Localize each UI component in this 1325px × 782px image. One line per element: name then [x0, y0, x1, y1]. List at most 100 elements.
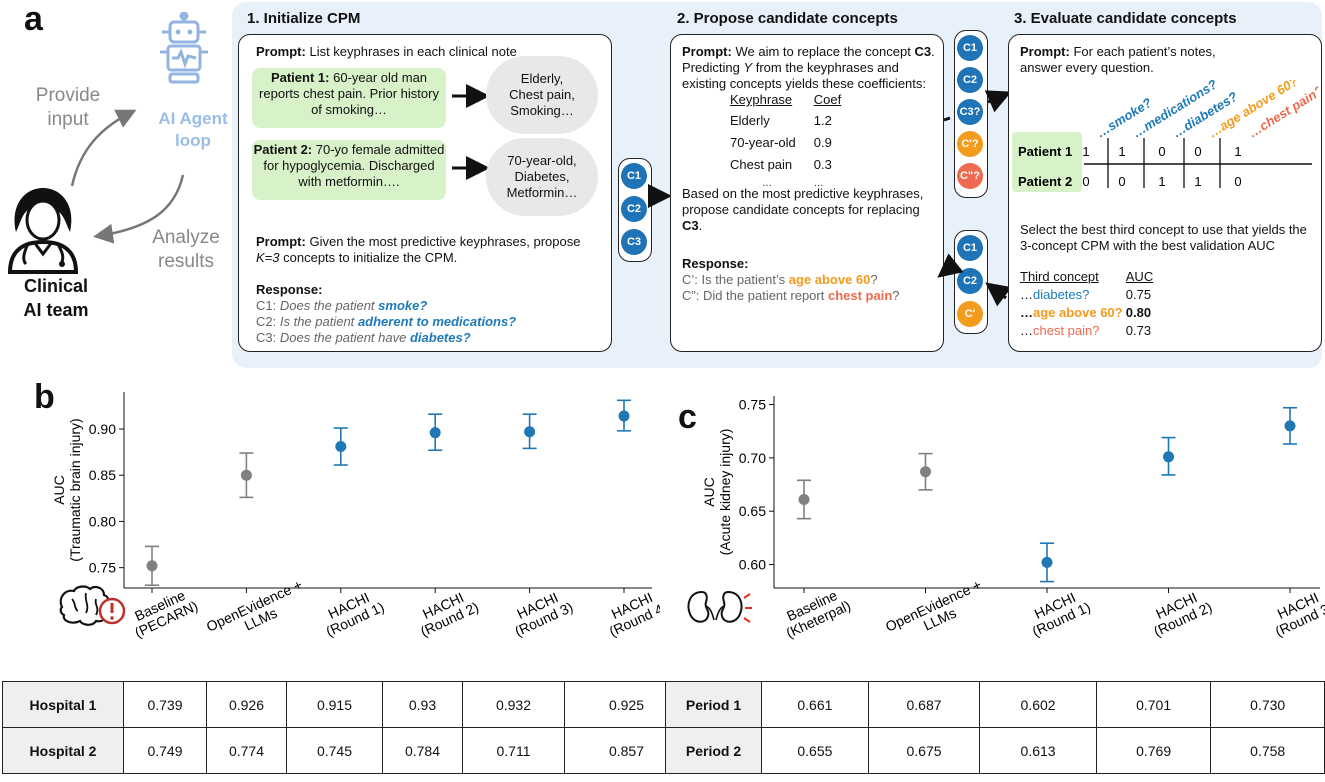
y-axis-label-line: AUC: [701, 477, 717, 507]
step3-title: 3. Evaluate candidate concepts: [1014, 10, 1237, 27]
data-point: [798, 493, 810, 505]
matrix-row-label: Patient 1: [1018, 144, 1072, 159]
panel-c-label: c: [678, 398, 697, 436]
x-tick-label: Baseline(PECARN): [132, 587, 200, 641]
response-c2: C2: Is the patient adherent to medicatio…: [256, 314, 517, 329]
matrix-cell: 0: [1082, 174, 1089, 189]
analyze-results-arrow: [93, 174, 185, 244]
chip-c3q: C3?: [957, 99, 983, 125]
data-point: [618, 410, 630, 422]
chip-c2: C2: [621, 196, 647, 222]
matrix-cell: 0: [1118, 174, 1125, 189]
matrix-cell: 1: [1082, 144, 1089, 159]
brain-warning-icon: [59, 585, 126, 626]
step3-select-text: Select the best third concept to use tha…: [1020, 222, 1307, 253]
table-row: Hospital 1 0.739 0.926 0.915 0.93 0.932 …: [2, 681, 689, 728]
patient1-note: Patient 1: 60-year old man reports chest…: [252, 68, 446, 128]
step3-box: [1008, 34, 1322, 352]
y-tick-label: 0.65: [739, 503, 766, 519]
chart-aki: 0.60 0.65 0.70 0.75 AUC (Acute kidney injury)…: [701, 396, 1325, 641]
matrix-cell: 1: [1158, 174, 1165, 189]
step1-title: 1. Initialize CPM: [247, 10, 361, 27]
x-tick-label: HACHI(Round 4): [607, 589, 660, 639]
answer-matrix: …smoke?…medications?…diabetes?…age above…: [1012, 80, 1318, 192]
matrix-cell: 1: [1234, 144, 1241, 159]
table-row: Hospital 2 0.749 0.774 0.745 0.784 0.711…: [2, 727, 689, 774]
coef-table: Keyphrase Coef Elderly 1.2 70-year-old 0.9 …: [730, 92, 842, 189]
step2-based-text: Based on the most predictive keyphrases,…: [682, 186, 924, 233]
chip-c1-candidate: C1: [957, 35, 983, 61]
response-c3: C3: Does the patient have diabetes?: [256, 330, 471, 345]
matrix-cell: 0: [1234, 174, 1241, 189]
provide-input-arrow: [70, 109, 137, 187]
y-tick-label: 0.90: [89, 421, 116, 437]
patient1-keyphrases-cloud: Elderly, Chest pain, Smoking…: [486, 56, 598, 134]
table-row: Period 1 0.661 0.687 0.602 0.701 0.730: [664, 681, 1325, 728]
chart-tbi: 0.75 0.80 0.85 0.90 AUC (Traumatic brain inju…: [51, 392, 660, 641]
agent-loop-label: AI Agent loop: [158, 109, 228, 150]
chip-cdouble-q: C"?: [957, 163, 983, 189]
step3-prompt: Prompt: For each patient’s notes, answer…: [1020, 44, 1216, 75]
y-tick-label: 0.60: [739, 557, 766, 573]
clinical-team-label: Clinical AI team: [23, 276, 89, 320]
data-point: [335, 441, 347, 453]
x-tick-label: HACHI(Round 1): [323, 589, 386, 639]
x-tick-label: OpenEvidence +LLMs: [883, 576, 984, 634]
matrix-row-label-bg: [1012, 132, 1082, 192]
data-point: [146, 560, 158, 572]
row-header: Period 1: [664, 681, 763, 728]
provide-input-label: Provide input: [35, 85, 101, 130]
kidney-icon: [687, 590, 752, 623]
y-tick-label: 0.70: [739, 450, 766, 466]
y-axis-label: AUC (Acute kidney injury): [701, 429, 733, 556]
step1-prompt: Prompt: List keyphrases in each clinical…: [256, 44, 517, 59]
patient2-note: Patient 2: 70-yo female admitted for hyp…: [252, 140, 446, 200]
doctor-icon: [7, 188, 79, 274]
data-point: [429, 427, 441, 439]
workflow-arrows: [70, 109, 185, 244]
step1-prompt2: Prompt: Given the most predictive keyphr…: [256, 234, 581, 265]
y-tick-label: 0.75: [739, 397, 766, 413]
y-axis-label-line: AUC: [51, 475, 67, 505]
patient2-keyphrases-cloud: 70-year-old, Diabetes, Metformin…: [486, 138, 598, 216]
y-axis-label-line: (Traumatic brain injury): [67, 418, 83, 561]
y-tick-label: 0.85: [89, 467, 116, 483]
response-cprime: C’: Is the patient’s age above 60?: [682, 272, 878, 287]
matrix-cell: 1: [1194, 174, 1201, 189]
matrix-cell: 0: [1158, 144, 1165, 159]
x-tick-label: HACHI(Round 2): [1151, 589, 1214, 639]
x-tick-label: HACHI(Round 3): [1273, 589, 1325, 639]
panel-b-label: b: [34, 378, 55, 416]
step1-arrows: [452, 84, 490, 180]
data-point: [1284, 420, 1296, 432]
chip-cprime-q: C'?: [957, 131, 983, 157]
x-tick-label: Baseline(Kheterpal): [783, 587, 853, 641]
step2-response: Response: C’: Is the patient’s age above…: [682, 256, 938, 304]
y-tick-label: 0.80: [89, 513, 116, 529]
chip-cprime: C': [957, 301, 983, 327]
matrix-row-label: Patient 2: [1018, 174, 1072, 189]
data-point: [1163, 451, 1174, 463]
y-tick-label: 0.75: [89, 560, 116, 576]
chip-c1: C1: [621, 163, 647, 189]
panel-a-label: a: [24, 0, 43, 38]
step3-arrows: [937, 90, 1012, 307]
data-point: [524, 426, 536, 438]
hospital-table: Hospital 1 0.739 0.926 0.915 0.93 0.932 …: [2, 681, 689, 774]
step2-title: 2. Propose candidate concepts: [677, 10, 898, 27]
row-header: Hospital 2: [2, 727, 124, 774]
row-header: Period 2: [664, 727, 763, 774]
x-tick-label: HACHI(Round 3): [512, 589, 575, 639]
data-point: [240, 469, 252, 481]
chip-c3: C3: [621, 229, 647, 255]
y-axis-label: AUC (Traumatic brain injury): [51, 418, 83, 561]
response-c1: C1: Does the patient smoke?: [256, 298, 428, 313]
period-table: Period 1 0.661 0.687 0.602 0.701 0.730 P…: [664, 681, 1325, 774]
chip-c2-final: C2: [957, 268, 983, 294]
robot-icon: [160, 12, 208, 84]
matrix-cell: 1: [1118, 144, 1125, 159]
auc-table: Third concept AUC …diabetes? 0.75 …age abo…: [1020, 269, 1154, 338]
analyze-results-label: Analyze results: [152, 227, 220, 272]
data-point: [1041, 556, 1053, 568]
step2-box: [670, 34, 944, 352]
